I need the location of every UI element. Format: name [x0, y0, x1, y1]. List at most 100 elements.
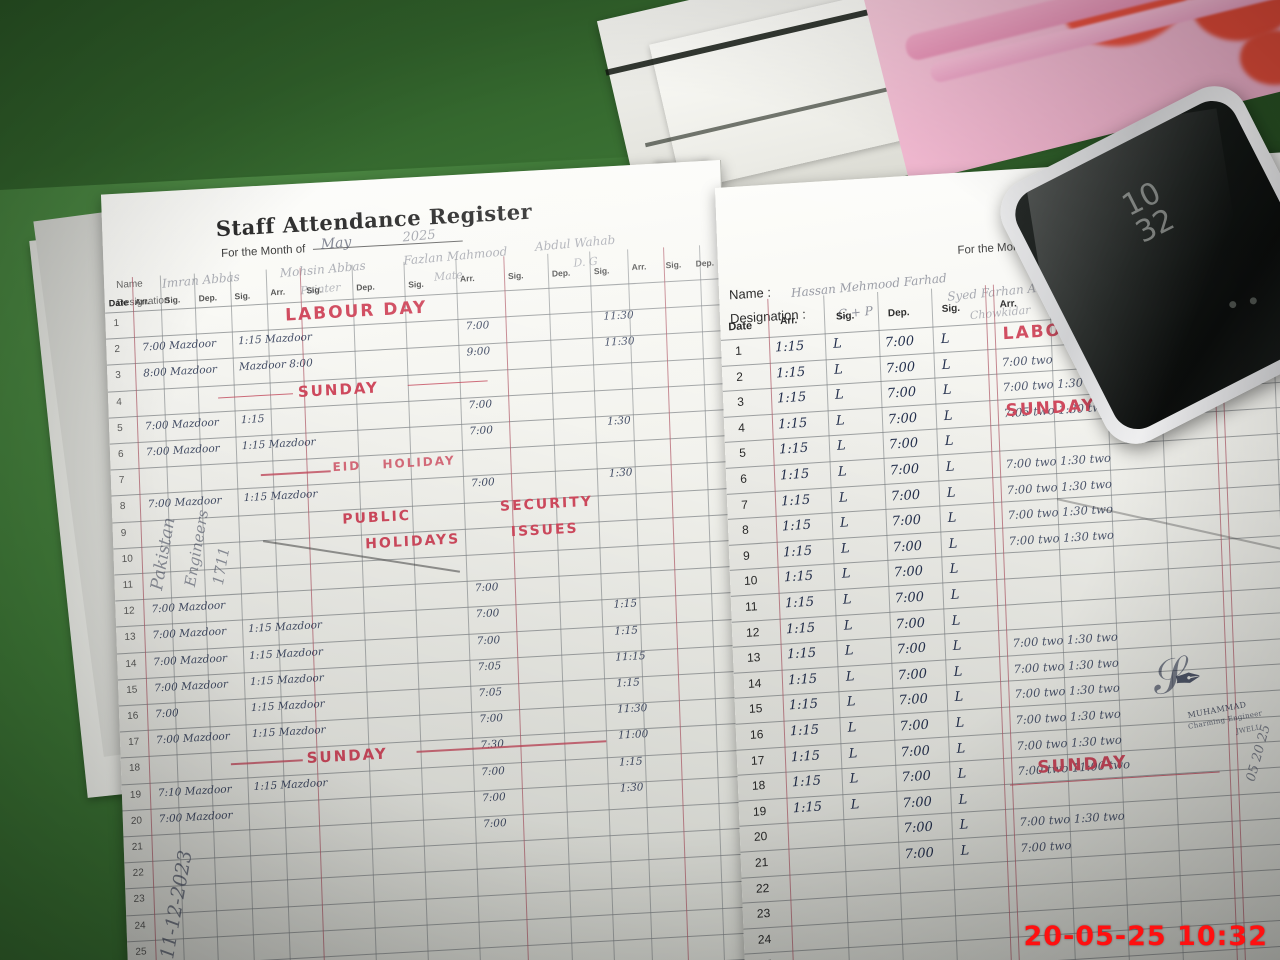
left-col-header: Arr.	[270, 286, 286, 298]
left-red-rule-3	[230, 759, 303, 766]
left-row-number: 25	[135, 946, 147, 958]
left-cell-arrival: 7:00 Mazdoor	[147, 494, 222, 511]
right-cell-signature: L	[842, 592, 852, 608]
left-row-number: 11	[122, 579, 134, 592]
right-cell-signature: L	[833, 361, 843, 378]
right-cell-departure: 7:00	[886, 384, 917, 402]
right-cell-note: 7:00 two 1:30 two	[1013, 655, 1120, 676]
left-cell-arrival: 7:00	[154, 707, 179, 721]
left-row-number: 16	[127, 710, 139, 723]
left-cell-departure: 1:15 Mazdoor	[253, 776, 328, 793]
left-red-rule	[218, 392, 294, 399]
right-cell-note: 7:00 two	[1020, 837, 1072, 856]
right-row-number: 6	[739, 471, 748, 486]
right-col-header: Sig.	[835, 310, 855, 323]
right-cell-signature-2: L	[947, 510, 957, 527]
left-row-number: 2	[114, 344, 121, 356]
left-cell-departure-2: 1:15	[614, 623, 639, 638]
left-cell-departure: 1:15 Mazdoor	[241, 436, 316, 453]
left-row-rule	[124, 827, 744, 864]
right-cell-arrival: 1:15	[788, 696, 819, 714]
right-row-number: 3	[736, 394, 745, 410]
right-cell-note: 7:00 two 1:30 two	[1005, 450, 1112, 472]
right-cell-arrival: 1:15	[777, 415, 808, 433]
right-col-header: Dep.	[887, 306, 910, 319]
left-cell-departure: 1:15 Mazdoor	[243, 488, 318, 505]
right-cell-signature-2: L	[960, 843, 970, 859]
right-cell-arrival: 1:15	[782, 543, 813, 561]
right-col-header: Arr.	[779, 315, 798, 328]
left-cell-arrival: 7:00 Mazdoor	[158, 809, 233, 826]
right-cell-signature-2: L	[950, 587, 960, 603]
left-col-rule	[299, 267, 329, 960]
right-row-number: 1	[735, 343, 743, 359]
left-cell-departure: 1:15 Mazdoor	[237, 331, 313, 348]
left-col-header: Sig.	[408, 278, 424, 290]
right-cell-signature: L	[838, 489, 848, 506]
left-col-header: Sig.	[665, 259, 682, 271]
right-row-number: 11	[744, 599, 758, 614]
left-cell-departure-2: 11:00	[617, 728, 649, 743]
left-cell-arrival-2: 7:00	[476, 633, 501, 647]
left-row-number: 17	[127, 736, 140, 749]
right-cell-signature: L	[843, 617, 853, 634]
left-cell-departure: 1:15 Mazdoor	[250, 697, 325, 715]
left-cell-arrival-2: 7:00	[479, 712, 504, 726]
left-row-number: 24	[134, 919, 146, 932]
right-cell-note: 7:00 two 1:30 two	[1012, 629, 1119, 651]
right-date-header: Date	[728, 319, 753, 334]
right-cell-signature-2: L	[959, 817, 969, 834]
left-cell-arrival: 7:00 Mazdoor	[145, 442, 220, 459]
left-row-number: 18	[128, 762, 141, 775]
left-cell-arrival: 7:00 Mazdoor	[153, 651, 228, 669]
left-red-rule-2	[407, 379, 488, 386]
right-cell-note: 7:00 two	[1001, 351, 1053, 369]
left-row-number: 19	[129, 788, 142, 801]
left-red-rule-5	[260, 470, 331, 476]
right-cell-arrival: 1:15	[783, 568, 814, 586]
right-cell-arrival: 1:15	[786, 645, 817, 663]
left-cell-departure-2: 11:30	[616, 702, 648, 716]
right-cell-signature-2: L	[952, 638, 962, 655]
left-row-number: 15	[126, 684, 138, 696]
left-cell-departure-2: 1:30	[606, 414, 631, 428]
left-row-number: 20	[130, 815, 143, 827]
right-cell-signature: L	[835, 413, 845, 429]
left-cell-arrival: 7:00 Mazdoor	[155, 730, 230, 747]
left-col-header: Sig.	[234, 290, 251, 302]
left-cell-departure: 1:15 Mazdoor	[251, 724, 326, 741]
left-cell-arrival-2: 7:00	[468, 397, 493, 412]
left-cell-arrival: 8:00 Mazdoor	[143, 363, 218, 380]
right-cell-signature-2: L	[941, 357, 951, 373]
left-margin-note-4: 11-12-2023	[156, 848, 197, 960]
right-row-number: 4	[737, 420, 746, 435]
left-red-note-sunday: SUNDAY	[297, 378, 380, 401]
right-cell-note: 7:00 two 1:30 two	[1015, 706, 1122, 728]
left-cell-arrival-2: 7:05	[477, 659, 502, 674]
left-cell-arrival: 7:00 Mazdoor	[144, 416, 220, 433]
right-row-number: 7	[740, 497, 749, 512]
left-col-header: Dep.	[198, 292, 218, 304]
right-cell-arrival: 1:15	[780, 492, 811, 510]
right-cell-departure: 7:00	[898, 692, 929, 709]
left-cell-arrival-2: 7:30	[480, 738, 505, 752]
right-cell-arrival: 1:15	[781, 517, 812, 535]
right-cell-departure: 7:00	[885, 359, 916, 377]
right-cell-signature: L	[836, 438, 846, 455]
left-col-header: Sig.	[164, 294, 181, 306]
left-red-note-holiday: HOLIDAY	[382, 453, 456, 472]
right-col-header: Arr.	[999, 298, 1018, 311]
left-col-rule	[663, 247, 692, 960]
left-row-rule	[126, 880, 746, 916]
right-row-number: 19	[752, 803, 767, 819]
right-cell-signature-2: L	[953, 664, 963, 680]
right-cell-note: 7:00 two 1:30 two	[1007, 501, 1114, 523]
right-row-rule	[741, 839, 1280, 879]
left-cell-departure-2: 1:15	[616, 676, 641, 690]
right-cell-departure: 7:00	[894, 589, 925, 607]
right-row-number: 5	[738, 445, 747, 461]
right-cell-signature: L	[839, 515, 849, 532]
right-cell-signature: L	[834, 387, 844, 404]
left-cell-departure: 1:15	[240, 412, 265, 427]
